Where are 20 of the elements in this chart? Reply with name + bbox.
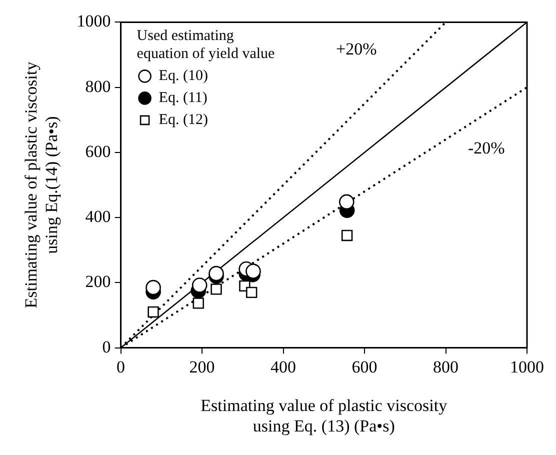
- y-tick-label: 0: [102, 337, 111, 356]
- annotation: +20%: [336, 39, 377, 58]
- x-tick-label: 600: [352, 357, 378, 376]
- x-tick-label: 1000: [510, 357, 544, 376]
- y-tick-label: 1000: [76, 12, 111, 31]
- x-tick-label: 200: [189, 357, 215, 376]
- x-tick-label: 400: [270, 357, 296, 376]
- y-tick-label: 600: [85, 142, 111, 161]
- legend-label: Eq. (10): [158, 68, 208, 84]
- annotation: -20%: [468, 138, 505, 158]
- y-tick-label: 800: [85, 76, 111, 96]
- x-tick-label: 800: [433, 357, 459, 376]
- y-tick-label: 400: [85, 207, 111, 226]
- legend-label: Eq. (11): [158, 90, 208, 106]
- y-tick-label: 200: [85, 272, 111, 292]
- y-axis-title: Estimating value of plastic viscosity using Eq.(14) (Pa•s): [22, 61, 62, 308]
- legend-label: Eq. (12): [158, 112, 208, 128]
- legend-title: Used estimating equation of yield value: [136, 28, 276, 62]
- x-axis-title: Estimating value of plastic viscosity using Eq. (13) (Pa•s): [200, 396, 448, 436]
- x-tick-label: 0: [116, 357, 126, 376]
